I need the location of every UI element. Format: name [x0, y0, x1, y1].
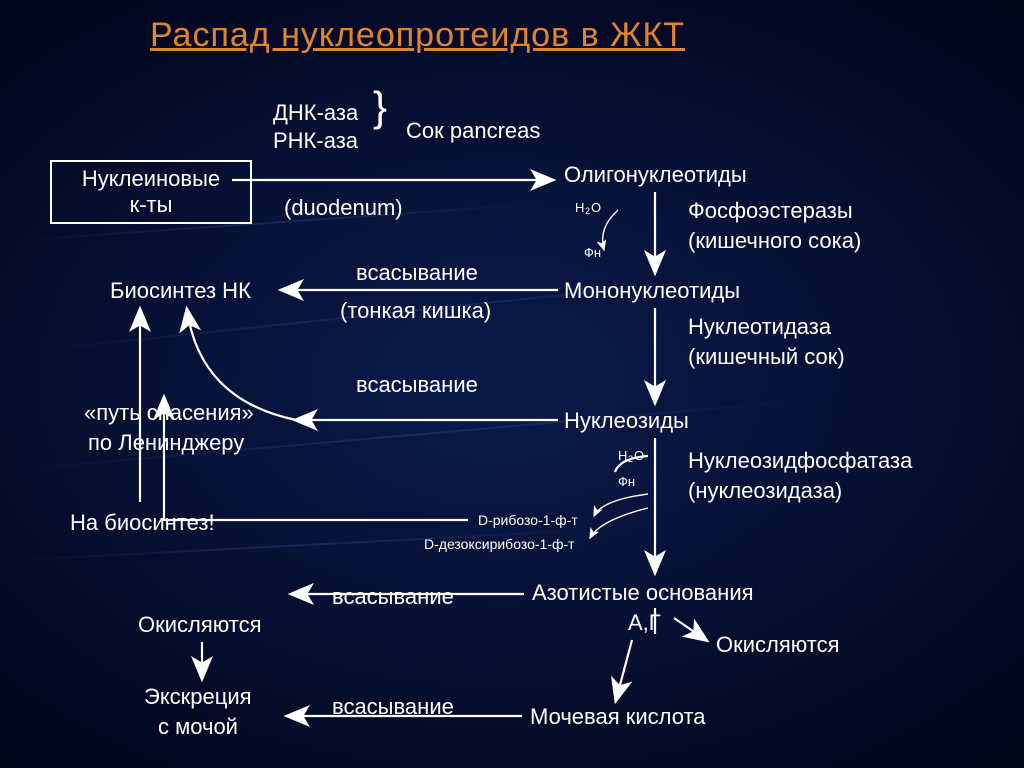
label-vsas1: всасывание	[356, 260, 478, 286]
box-line2: к-ты	[62, 192, 240, 218]
label-kishsok: (кишечного сока)	[688, 228, 861, 254]
label-ekskr1: Экскреция	[144, 684, 252, 710]
label-h2o2o: O	[634, 448, 644, 463]
arrow-a11	[674, 618, 706, 640]
arrow-a6c	[594, 494, 648, 516]
label-nukleozf: Нуклеозидфосфатаза	[688, 448, 912, 474]
arrow-a6d	[590, 508, 648, 538]
start-box: Нуклеиновые к-ты	[50, 160, 252, 224]
box-line1: Нуклеиновые	[62, 166, 240, 192]
label-sok: Сок pancreas	[406, 118, 540, 144]
slide-title: Распад нуклеопротеидов в ЖКТ	[150, 16, 685, 55]
label-nukleot: Нуклеотидаза	[688, 314, 831, 340]
label-kishsok2: (кишечный сок)	[688, 344, 845, 370]
label-oligo: Олигонуклеотиды	[564, 162, 747, 188]
label-drib: D-рибозо-1-ф-т	[478, 512, 578, 528]
label-nukleozn: (нуклеозидаза)	[688, 478, 842, 504]
label-okis1: Окисляются	[138, 612, 262, 638]
label-dnk: ДНК-аза	[273, 100, 358, 126]
label-fn1: Фн	[584, 245, 601, 260]
label-h2o2: H	[618, 448, 627, 463]
label-vsas4: всасывание	[332, 694, 454, 720]
label-h2o1s: 2	[585, 206, 590, 216]
label-bios: Биосинтез НК	[110, 278, 251, 304]
label-h2o2s: 2	[628, 454, 633, 464]
label-ekskr2: с мочой	[158, 714, 238, 740]
arrows-layer	[0, 0, 1024, 768]
label-rnk: РНК-аза	[273, 128, 358, 154]
label-fn2: Фн	[618, 474, 635, 489]
label-put1: «путь спасения»	[84, 400, 254, 426]
brace: }	[373, 96, 387, 117]
label-fosfo: Фосфоэстеразы	[688, 198, 853, 224]
label-okis2: Окисляются	[716, 632, 840, 658]
arrow-a12	[616, 640, 632, 700]
label-nabios: На биосинтез!	[70, 510, 215, 536]
label-moch: Мочевая кислота	[530, 704, 706, 730]
arrow-a2b	[603, 210, 618, 250]
label-vsas2: всасывание	[356, 372, 478, 398]
label-h2o1o: O	[591, 200, 601, 215]
label-ag: А,Г	[628, 610, 661, 636]
label-vsas3: всасывание	[332, 584, 454, 610]
label-h2o1: H	[575, 200, 584, 215]
label-azot: Азотистые основания	[532, 580, 754, 606]
